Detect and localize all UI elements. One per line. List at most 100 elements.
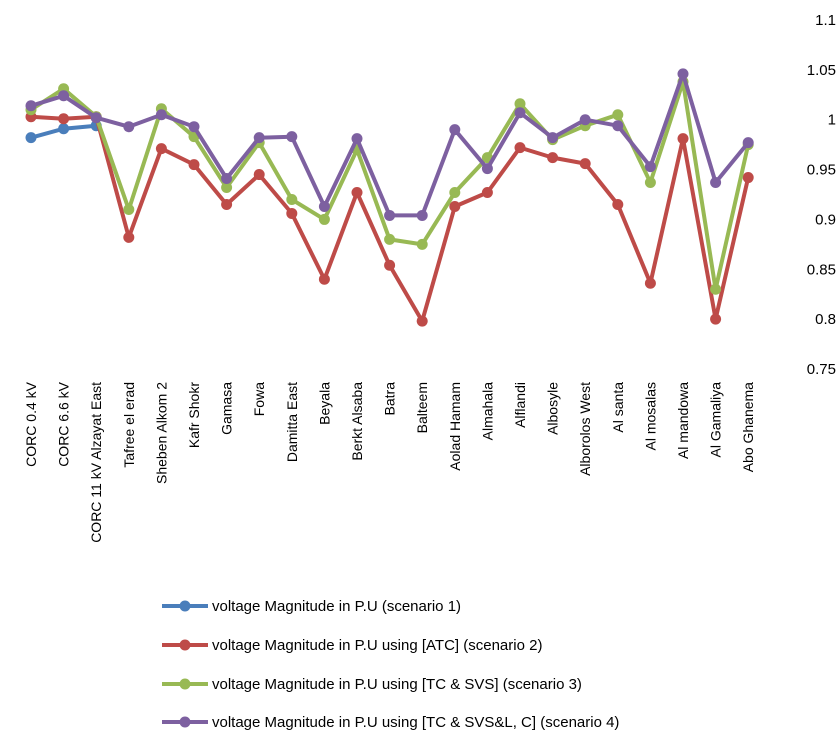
data-point bbox=[351, 187, 363, 199]
y-tick-label: 0.75 bbox=[807, 361, 836, 378]
data-point bbox=[58, 113, 70, 125]
data-point bbox=[58, 90, 70, 102]
data-point bbox=[644, 277, 656, 289]
data-point bbox=[318, 213, 330, 225]
y-tick-label: 0.85 bbox=[807, 261, 836, 278]
data-point bbox=[579, 158, 591, 170]
y-tick-label: 0.9 bbox=[815, 211, 836, 228]
legend-swatch-marker bbox=[179, 639, 191, 651]
legend-item: voltage Magnitude in P.U using [ATC] (sc… bbox=[162, 637, 542, 654]
data-point bbox=[416, 315, 428, 327]
data-point bbox=[644, 177, 656, 189]
data-point bbox=[710, 177, 722, 189]
data-point bbox=[710, 283, 722, 295]
data-point bbox=[710, 313, 722, 325]
data-point bbox=[155, 143, 167, 155]
x-category-label: Al Gamaliya bbox=[708, 382, 724, 458]
data-point bbox=[351, 133, 363, 145]
y-tick-label: 1.1 bbox=[815, 12, 836, 29]
data-point bbox=[547, 152, 559, 164]
data-point bbox=[449, 200, 461, 212]
data-point bbox=[123, 121, 135, 133]
x-axis-category-labels: CORC 0.4 kV CORC 6.6 kV CORC 11 kV Alzayat… bbox=[23, 381, 756, 542]
data-point bbox=[742, 137, 754, 149]
x-category-label: Alflandi bbox=[512, 382, 528, 428]
data-point bbox=[188, 121, 200, 133]
data-point bbox=[547, 132, 559, 144]
x-category-label: Damitta East bbox=[284, 382, 300, 462]
x-category-label: Batra bbox=[382, 382, 398, 416]
data-point bbox=[58, 123, 70, 135]
data-point bbox=[514, 142, 526, 154]
x-category-label: Almahala bbox=[479, 382, 495, 441]
legend-item: voltage Magnitude in P.U using [TC & SVS… bbox=[162, 714, 619, 731]
data-point bbox=[123, 203, 135, 215]
x-category-label: Kafr Shokr bbox=[186, 382, 202, 448]
data-point bbox=[253, 169, 265, 181]
legend-swatch-marker bbox=[179, 716, 191, 728]
x-category-label: CORC 0.4 kV bbox=[23, 381, 39, 466]
legend-label: voltage Magnitude in P.U using [TC & SVS… bbox=[212, 714, 619, 731]
x-category-label: Balteem bbox=[414, 382, 430, 433]
y-tick-label: 0.95 bbox=[807, 162, 836, 179]
data-point bbox=[286, 193, 298, 205]
data-point bbox=[188, 159, 200, 171]
data-point bbox=[416, 209, 428, 221]
data-point bbox=[90, 112, 102, 124]
x-category-label: CORC 6.6 kV bbox=[56, 381, 72, 466]
data-point bbox=[644, 161, 656, 173]
x-category-label: Albosyle bbox=[545, 382, 561, 435]
data-point bbox=[221, 198, 233, 210]
data-point bbox=[25, 100, 37, 112]
data-point bbox=[514, 98, 526, 110]
data-point bbox=[612, 120, 624, 132]
data-point bbox=[286, 207, 298, 219]
legend-label: voltage Magnitude in P.U using [ATC] (sc… bbox=[212, 637, 542, 654]
legend: voltage Magnitude in P.U (scenario 1) vol… bbox=[162, 598, 619, 731]
y-tick-label: 1 bbox=[828, 112, 836, 129]
data-point bbox=[221, 173, 233, 185]
y-axis-ticks: 0.75 0.8 0.85 0.9 0.95 1 1.05 1.1 bbox=[807, 12, 836, 378]
x-category-label: Aolad Hamam bbox=[447, 382, 463, 471]
data-point bbox=[677, 68, 689, 80]
data-point bbox=[253, 132, 265, 144]
data-point bbox=[449, 124, 461, 136]
y-tick-label: 0.8 bbox=[815, 311, 836, 328]
data-point bbox=[318, 200, 330, 212]
data-point bbox=[286, 131, 298, 143]
x-category-label: Al mosalas bbox=[642, 382, 658, 450]
legend-label: voltage Magnitude in P.U using [TC & SVS… bbox=[212, 676, 582, 693]
series-4 bbox=[25, 68, 754, 221]
x-category-label: Tafree el erad bbox=[121, 382, 137, 468]
x-category-label: Al mandowa bbox=[675, 382, 691, 459]
data-point bbox=[416, 238, 428, 250]
x-category-label: Alborolos West bbox=[577, 382, 593, 476]
data-point bbox=[221, 182, 233, 194]
data-point bbox=[449, 187, 461, 199]
legend-swatch-marker bbox=[179, 678, 191, 690]
data-point bbox=[123, 231, 135, 243]
data-point bbox=[612, 198, 624, 210]
legend-item: voltage Magnitude in P.U using [TC & SVS… bbox=[162, 676, 582, 693]
x-category-label: Beyala bbox=[316, 382, 332, 425]
data-point bbox=[318, 273, 330, 285]
data-point bbox=[384, 259, 396, 271]
x-category-label: Abo Ghanema bbox=[740, 382, 756, 472]
series-line bbox=[29, 71, 751, 218]
data-point bbox=[514, 107, 526, 119]
legend-swatch-marker bbox=[179, 600, 191, 612]
x-category-label: Berkt Alsaba bbox=[349, 382, 365, 461]
data-point bbox=[384, 209, 396, 221]
x-category-label: Fowa bbox=[251, 382, 267, 416]
x-category-label: Al santa bbox=[610, 382, 626, 433]
data-point bbox=[677, 133, 689, 145]
legend-label: voltage Magnitude in P.U (scenario 1) bbox=[212, 598, 461, 615]
data-point bbox=[579, 114, 591, 126]
legend-item: voltage Magnitude in P.U (scenario 1) bbox=[162, 598, 461, 615]
x-category-label: Gamasa bbox=[219, 382, 235, 435]
x-category-label: CORC 11 kV Alzayat East bbox=[88, 382, 104, 543]
data-point bbox=[742, 172, 754, 184]
data-point bbox=[481, 187, 493, 199]
data-point bbox=[155, 109, 167, 121]
